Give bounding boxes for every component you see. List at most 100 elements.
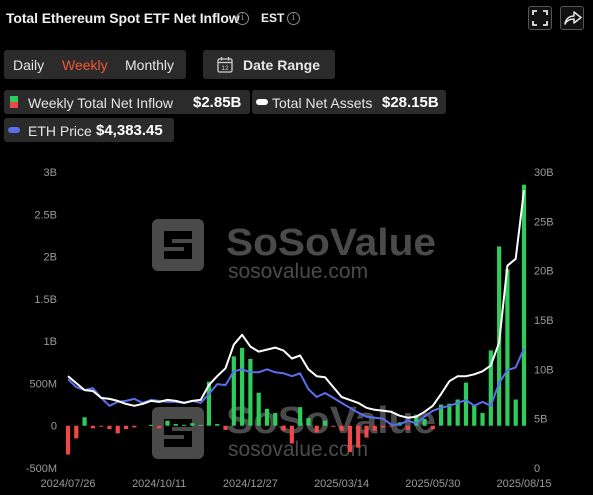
chart-plot[interactable]: SoSoValue sosovalue.com SoSoValue sosova… [0, 150, 593, 495]
chart-header: Total Ethereum Spot ETF Net Inflow i EST… [0, 0, 593, 38]
left-axis-tick-label: -500M [26, 463, 57, 475]
left-axis-tick-label: 1.5B [34, 294, 57, 306]
right-axis-tick-label: 10B [534, 364, 554, 376]
inflow-bar[interactable] [173, 424, 178, 426]
inflow-bar[interactable] [306, 418, 311, 426]
inflow-bar[interactable] [215, 424, 220, 426]
inflow-bar[interactable] [281, 425, 286, 431]
share-button[interactable] [560, 6, 584, 30]
watermark-site: sosovalue.com [228, 260, 368, 283]
legend-assets-value: $28.15B [382, 94, 439, 111]
timezone-label[interactable]: EST [261, 11, 285, 25]
right-axis-tick-label: 30B [534, 167, 554, 179]
right-axis-tick-label: 20B [534, 266, 554, 278]
inflow-bar[interactable] [231, 356, 236, 426]
inflow-bar[interactable] [389, 425, 394, 427]
legend-price[interactable]: ETH Price $4,383.45 [4, 118, 174, 142]
inflow-bar[interactable] [148, 424, 154, 426]
inflow-bar[interactable] [248, 358, 253, 426]
inflow-bar[interactable] [505, 269, 510, 426]
fullscreen-button[interactable] [528, 6, 552, 30]
period-daily[interactable]: Daily [13, 57, 45, 73]
x-axis-tick-label: 2025/05/30 [405, 478, 460, 490]
x-axis-tick-label: 2025/08/15 [496, 478, 551, 490]
inflow-bar[interactable] [380, 425, 386, 428]
inflow-bar[interactable] [480, 413, 485, 426]
sosovalue-watermark: SoSoValue sosovalue.com SoSoValue sosova… [152, 219, 436, 461]
inflow-bar[interactable] [165, 420, 170, 426]
inflow-bar[interactable] [372, 425, 377, 431]
inflow-bar[interactable] [364, 425, 369, 438]
legend-assets-name: Total Net Assets [272, 95, 373, 111]
right-axis-tick-label: 15B [534, 315, 554, 327]
inflow-bar[interactable] [314, 425, 319, 433]
inflow-bar[interactable] [405, 425, 411, 430]
fullscreen-icon [532, 10, 548, 26]
inflow-bar[interactable] [488, 350, 493, 426]
inflow-bar[interactable] [289, 425, 294, 444]
x-axis-tick-label: 2024/07/26 [40, 478, 95, 490]
left-axis-tick-label: 3B [44, 167, 57, 179]
inflow-bar[interactable] [422, 418, 427, 426]
inflow-bar[interactable] [198, 424, 203, 426]
inflow-bar[interactable] [347, 425, 352, 452]
inflow-bar[interactable] [438, 404, 444, 426]
inflow-bar[interactable] [115, 425, 120, 434]
inflow-bar[interactable] [90, 425, 95, 429]
inflow-bar[interactable] [298, 407, 303, 426]
x-axis-tick-label: 2024/10/11 [132, 478, 186, 490]
legend-price-name: ETH Price [28, 123, 92, 139]
inflow-bar[interactable] [190, 423, 195, 426]
right-axis-tick-label: 5B [534, 414, 547, 426]
chart-title: Total Ethereum Spot ETF Net Inflow [6, 10, 240, 26]
inflow-bar[interactable] [65, 425, 71, 455]
date-range-button[interactable]: 12 Date Range [203, 50, 335, 79]
inflow-bar[interactable] [430, 425, 435, 430]
date-range-label: Date Range [243, 57, 321, 73]
inflow-bar[interactable] [132, 425, 137, 428]
info-icon[interactable]: i [236, 12, 249, 25]
inflow-bar[interactable] [331, 425, 336, 427]
inflow-bar[interactable] [99, 425, 104, 427]
watermark-brand: SoSoValue [226, 222, 436, 264]
legend-inflow[interactable]: Weekly Total Net Inflow $2.85B [4, 90, 250, 114]
inflow-bar[interactable] [356, 425, 361, 448]
blue-line-legend-icon [8, 127, 20, 133]
period-selector: Daily Weekly Monthly [4, 50, 186, 79]
inflow-bar[interactable] [463, 382, 469, 426]
inflow-bar[interactable] [273, 413, 278, 426]
left-axis-tick-label: 500M [29, 378, 57, 390]
inflow-bar[interactable] [223, 425, 228, 430]
inflow-bar[interactable] [82, 417, 87, 426]
period-weekly[interactable]: Weekly [62, 57, 108, 73]
inflow-bar[interactable] [74, 425, 79, 439]
inflow-bar[interactable] [264, 408, 270, 426]
inflow-bar[interactable] [447, 403, 452, 426]
x-axis-tick-label: 2024/12/27 [223, 478, 278, 490]
inflow-bar[interactable] [455, 399, 460, 426]
legend-inflow-value: $2.85B [193, 94, 242, 111]
inflow-bar[interactable] [256, 392, 261, 426]
timezone-info-icon[interactable]: i [287, 12, 300, 25]
period-monthly[interactable]: Monthly [125, 57, 175, 73]
left-axis-tick-label: 2.5B [34, 209, 57, 221]
inflow-bar[interactable] [472, 405, 477, 426]
inflow-bar[interactable] [123, 425, 129, 430]
inflow-bar[interactable] [157, 425, 162, 429]
inflow-bar[interactable] [513, 399, 518, 426]
svg-text:12: 12 [221, 65, 229, 72]
inflow-bar[interactable] [414, 414, 419, 426]
left-axis-tick-label: 0 [51, 421, 57, 433]
inflow-bar[interactable] [322, 420, 328, 426]
legend-assets[interactable]: Total Net Assets $28.15B [252, 90, 446, 114]
inflow-bar[interactable] [206, 381, 212, 426]
calendar-icon: 12 [217, 57, 233, 73]
total-net-assets-line[interactable] [67, 190, 525, 419]
inflow-bar[interactable] [107, 425, 112, 430]
right-axis-tick-label: 0 [534, 463, 540, 475]
inflow-bar[interactable] [240, 347, 245, 426]
inflow-bar[interactable] [521, 184, 527, 426]
watermark-site-lower: sosovalue.com [228, 438, 368, 461]
inflow-bar[interactable] [181, 424, 187, 426]
inflow-bar[interactable] [339, 425, 344, 431]
